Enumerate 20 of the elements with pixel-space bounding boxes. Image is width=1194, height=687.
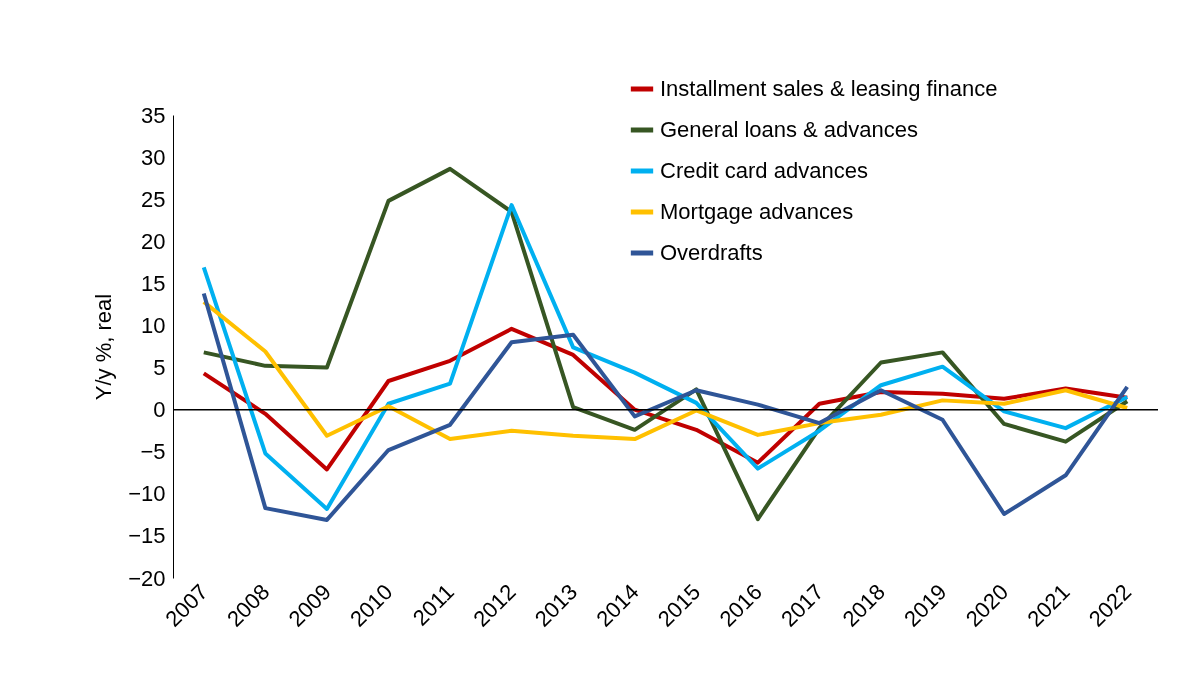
y-tick-label: 30 [141,144,166,170]
y-tick-label: −10 [128,481,166,507]
legend-label: Credit card advances [660,158,868,183]
y-tick-label: 20 [141,228,166,254]
y-tick-label: 10 [141,312,166,338]
y-tick-label: 15 [141,270,166,296]
y-tick-label: 0 [153,397,166,423]
legend-label: General loans & advances [660,117,919,142]
line-series [201,299,1130,442]
legend-label: Installment sales & leasing finance [660,76,998,101]
y-tick-label: −5 [140,439,166,465]
y-tick-label: −15 [128,523,166,549]
y-axis-title: Y/y %, real [91,293,117,401]
y-tick-label: 35 [141,102,166,128]
y-tick-label: 5 [153,355,166,381]
y-tick-label: −20 [128,565,166,591]
legend-label: Mortgage advances [660,199,854,224]
line-series [201,291,1130,522]
legend-label: Overdrafts [660,240,763,265]
y-tick-label: 25 [141,186,166,212]
